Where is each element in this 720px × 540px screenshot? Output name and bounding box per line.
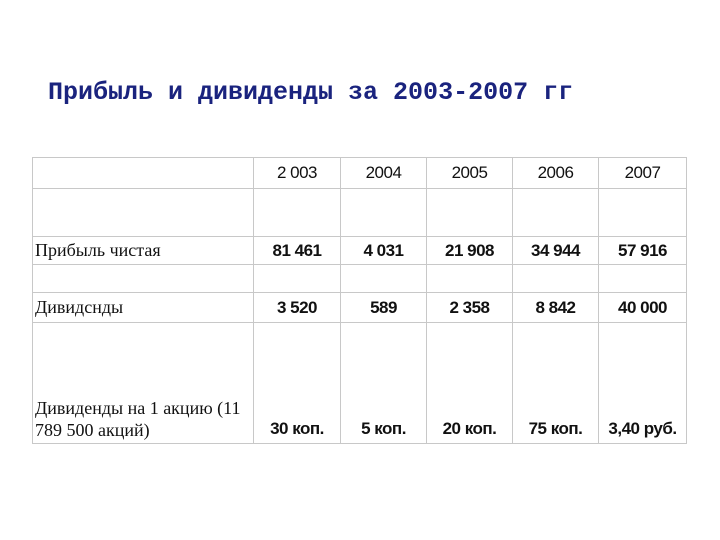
year-header: 2007 [598,157,687,189]
table-cell: 81 461 [253,236,341,265]
table-cell: 3 520 [253,292,341,323]
empty-row [32,264,687,293]
table-cell: 2 358 [426,292,513,323]
row-label: Дивидснды [32,292,254,323]
row-label: Прибыль чистая [32,236,254,265]
table-cell: 8 842 [512,292,599,323]
header-empty-cell [32,157,254,189]
year-header: 2004 [340,157,427,189]
table-header-row: 2 003 2004 2005 2006 2007 [32,157,687,189]
year-header: 2 003 [253,157,341,189]
table-cell: 3,40 руб. [598,322,687,444]
row-label: Дивиденды на 1 акцию (11 789 500 акций) [32,322,254,444]
table-cell: 589 [340,292,427,323]
table-row-net-profit: Прибыль чистая 81 461 4 031 21 908 34 94… [32,236,687,265]
table-cell: 57 916 [598,236,687,265]
table-cell: 20 коп. [426,322,513,444]
table-cell: 21 908 [426,236,513,265]
table-cell: 40 000 [598,292,687,323]
table-cell: 75 коп. [512,322,599,444]
table-row-dividends: Дивидснды 3 520 589 2 358 8 842 40 000 [32,292,687,323]
year-header: 2005 [426,157,513,189]
empty-row [32,188,687,237]
year-header: 2006 [512,157,599,189]
profit-dividends-table: 2 003 2004 2005 2006 2007 Прибыль чистая… [32,157,687,444]
table-cell: 30 коп. [253,322,341,444]
table-cell: 4 031 [340,236,427,265]
page-title: Прибыль и дивиденды за 2003-2007 гг [48,78,574,107]
table-row-dividend-per-share: Дивиденды на 1 акцию (11 789 500 акций) … [32,322,687,444]
table-cell: 34 944 [512,236,599,265]
table-cell: 5 коп. [340,322,427,444]
